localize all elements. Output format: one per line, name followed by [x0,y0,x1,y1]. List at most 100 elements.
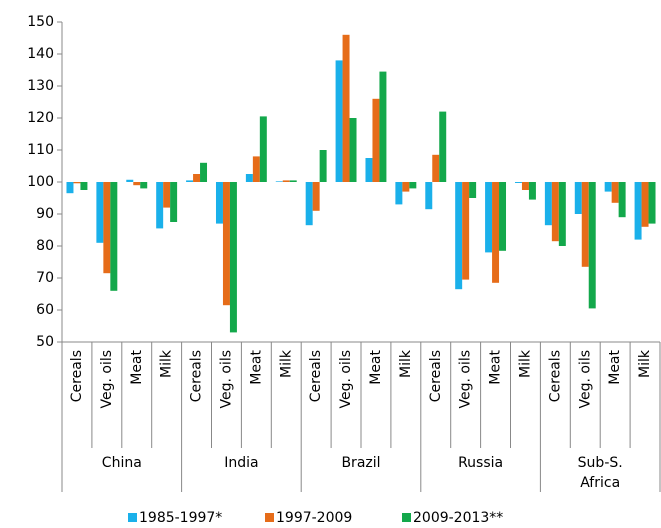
bar [514,182,522,183]
x-tick-label: Veg. oils [577,350,593,409]
bar [648,182,656,224]
x-tick-label: Milk [398,349,414,378]
bar [574,182,582,214]
x-tick-label: Meat [368,349,384,384]
x-tick-label: Meat [129,349,145,384]
bar [455,182,463,290]
bar [544,182,552,226]
y-tick-label: 80 [36,238,54,254]
x-tick-label: Veg. oils [338,350,354,409]
bar [492,182,500,283]
group-label: India [224,455,258,471]
x-tick-label: Cereals [308,350,324,402]
bar [133,182,141,186]
x-tick-label: Meat [248,349,264,384]
bar [521,182,529,190]
group-label: Brazil [341,455,380,471]
bar [110,182,118,291]
y-tick-label: 60 [36,302,54,318]
legend-swatch [265,513,274,522]
bar [558,182,566,246]
bar [156,182,164,229]
bar [581,182,589,267]
x-tick-label: Meat [607,349,623,384]
bar [469,182,477,198]
bar [73,182,81,184]
group-label: Sub-S. Africa [578,455,623,491]
bar [485,182,493,253]
legend-label: 2009-2013** [413,510,503,526]
bar [379,71,387,182]
bar [319,150,327,182]
x-tick-label: Meat [488,349,504,384]
x-tick-label: Milk [517,349,533,378]
bar [126,179,134,182]
legend-label: 1997-2009 [276,510,352,526]
group-label: China [102,455,142,471]
bar [402,182,410,192]
bar [409,182,417,189]
x-tick-label: Milk [637,349,653,378]
bar [342,34,350,182]
bar [618,182,626,218]
bar [588,182,596,309]
y-tick-label: 110 [27,142,54,158]
bar [335,60,343,182]
bar [611,182,619,203]
y-tick-label: 120 [27,110,54,126]
y-tick-label: 130 [27,78,54,94]
x-tick-label: Cereals [189,350,205,402]
legend-swatch [402,513,411,522]
y-tick-label: 100 [27,174,54,190]
bar [372,98,380,182]
bar [439,111,447,182]
bar [275,181,283,182]
y-tick-label: 90 [36,206,54,222]
bar [215,182,223,224]
bar [395,182,403,205]
bar [186,180,194,182]
bar [96,182,104,243]
bar [604,182,612,192]
x-tick-label: Milk [159,349,175,378]
bar [80,182,88,190]
bar [103,182,111,274]
bar [289,180,297,182]
bar [349,118,357,182]
y-tick-label: 50 [36,334,54,350]
bar [252,156,260,182]
bar [222,182,230,306]
bar [305,182,313,226]
bar [163,182,171,208]
bar [66,182,74,194]
x-tick-label: Milk [278,349,294,378]
bar [425,182,433,210]
bar [365,158,373,182]
bar [140,182,148,189]
bar [551,182,559,242]
bar [170,182,178,222]
bar [282,180,290,182]
bar [432,154,440,182]
y-tick-label: 140 [27,46,54,62]
y-tick-label: 70 [36,270,54,286]
x-tick-label: Cereals [547,350,563,402]
bar [259,116,267,182]
bar [634,182,642,240]
bar [312,182,320,211]
legend-label: 1985-1997* [139,510,222,526]
bar [462,182,470,280]
x-tick-label: Veg. oils [458,350,474,409]
x-tick-label: Veg. oils [99,350,115,409]
bar [641,182,649,227]
bar [229,182,237,333]
bar [193,174,201,182]
y-tick-label: 150 [27,14,54,30]
bar [499,182,507,251]
legend-swatch [128,513,137,522]
x-tick-label: Veg. oils [218,350,234,409]
bar [528,182,536,200]
x-tick-label: Cereals [69,350,85,402]
bar [200,162,208,182]
